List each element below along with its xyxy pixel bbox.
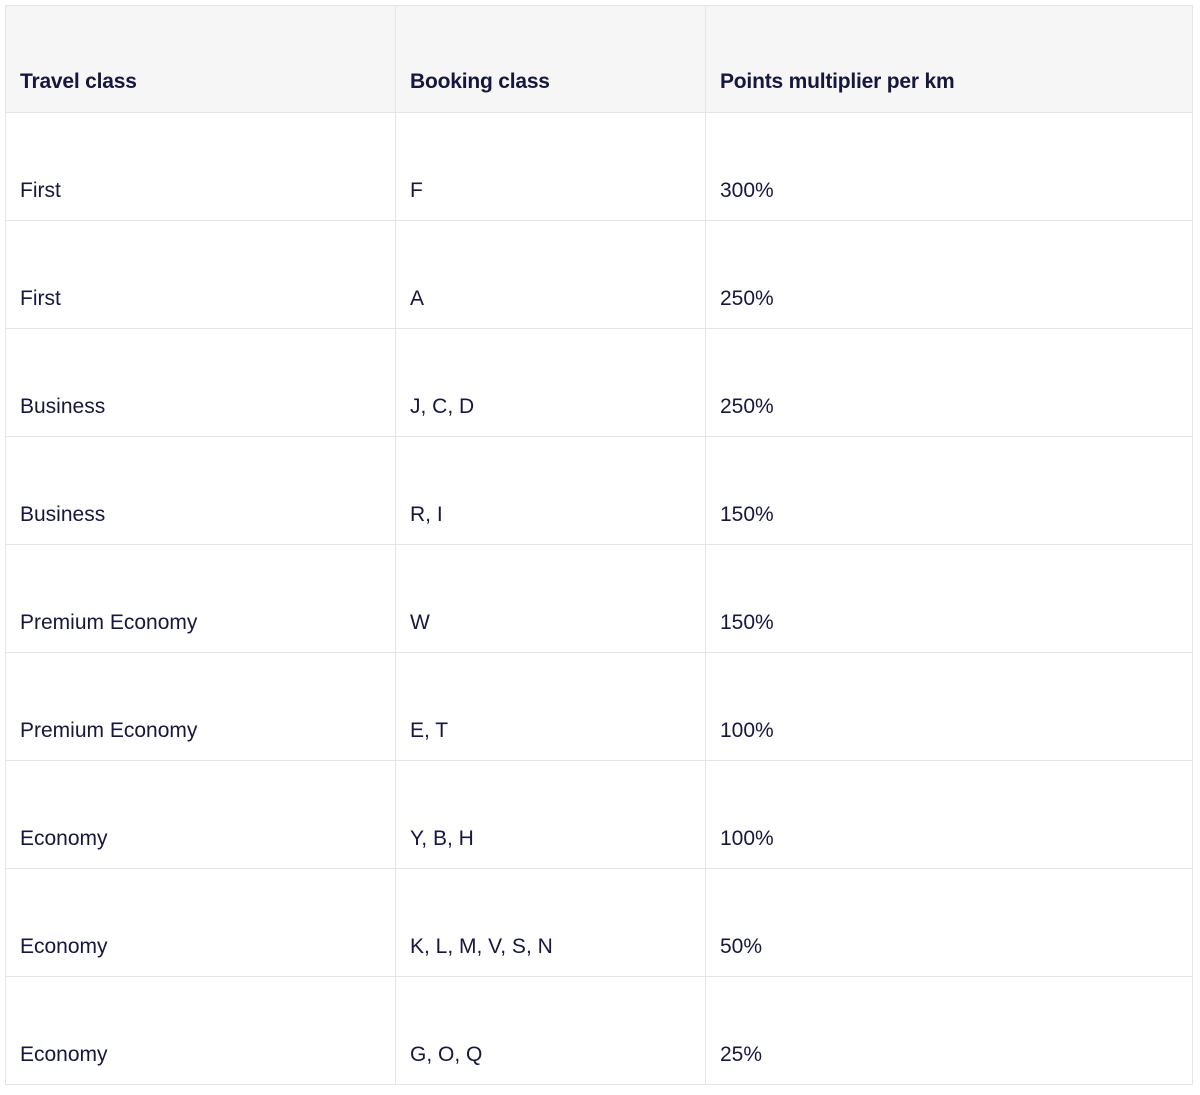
points-multiplier-table: Travel class Booking class Points multip… (5, 5, 1193, 1085)
table-body: First F 300% First A 250% Business J, C,… (5, 112, 1193, 1085)
cell-booking-class: R, I (395, 436, 706, 545)
cell-booking-class: G, O, Q (395, 976, 706, 1085)
cell-booking-class: W (395, 544, 706, 653)
cell-booking-class: F (395, 112, 706, 221)
cell-points-multiplier: 25% (705, 976, 1193, 1085)
cell-travel-class: Economy (5, 976, 396, 1085)
header-row: Travel class Booking class Points multip… (5, 5, 1193, 113)
header-points-multiplier: Points multiplier per km (705, 5, 1193, 113)
table-container: Travel class Booking class Points multip… (5, 5, 1193, 1085)
table-row: Economy K, L, M, V, S, N 50% (5, 868, 1193, 977)
cell-points-multiplier: 300% (705, 112, 1193, 221)
table-row: Economy G, O, Q 25% (5, 976, 1193, 1085)
header-booking-class: Booking class (395, 5, 706, 113)
table-row: Business R, I 150% (5, 436, 1193, 545)
cell-travel-class: Premium Economy (5, 544, 396, 653)
cell-booking-class: J, C, D (395, 328, 706, 437)
table-header: Travel class Booking class Points multip… (5, 5, 1193, 113)
table-row: Premium Economy E, T 100% (5, 652, 1193, 761)
cell-booking-class: K, L, M, V, S, N (395, 868, 706, 977)
table-row: First F 300% (5, 112, 1193, 221)
table-row: Business J, C, D 250% (5, 328, 1193, 437)
cell-travel-class: First (5, 220, 396, 329)
cell-points-multiplier: 250% (705, 328, 1193, 437)
cell-booking-class: A (395, 220, 706, 329)
table-row: First A 250% (5, 220, 1193, 329)
cell-points-multiplier: 100% (705, 652, 1193, 761)
cell-travel-class: First (5, 112, 396, 221)
cell-points-multiplier: 150% (705, 544, 1193, 653)
cell-points-multiplier: 100% (705, 760, 1193, 869)
cell-travel-class: Economy (5, 868, 396, 977)
table-row: Economy Y, B, H 100% (5, 760, 1193, 869)
cell-points-multiplier: 250% (705, 220, 1193, 329)
cell-travel-class: Business (5, 436, 396, 545)
cell-points-multiplier: 50% (705, 868, 1193, 977)
cell-points-multiplier: 150% (705, 436, 1193, 545)
header-travel-class: Travel class (5, 5, 396, 113)
cell-travel-class: Premium Economy (5, 652, 396, 761)
cell-booking-class: E, T (395, 652, 706, 761)
cell-travel-class: Economy (5, 760, 396, 869)
table-row: Premium Economy W 150% (5, 544, 1193, 653)
cell-travel-class: Business (5, 328, 396, 437)
cell-booking-class: Y, B, H (395, 760, 706, 869)
